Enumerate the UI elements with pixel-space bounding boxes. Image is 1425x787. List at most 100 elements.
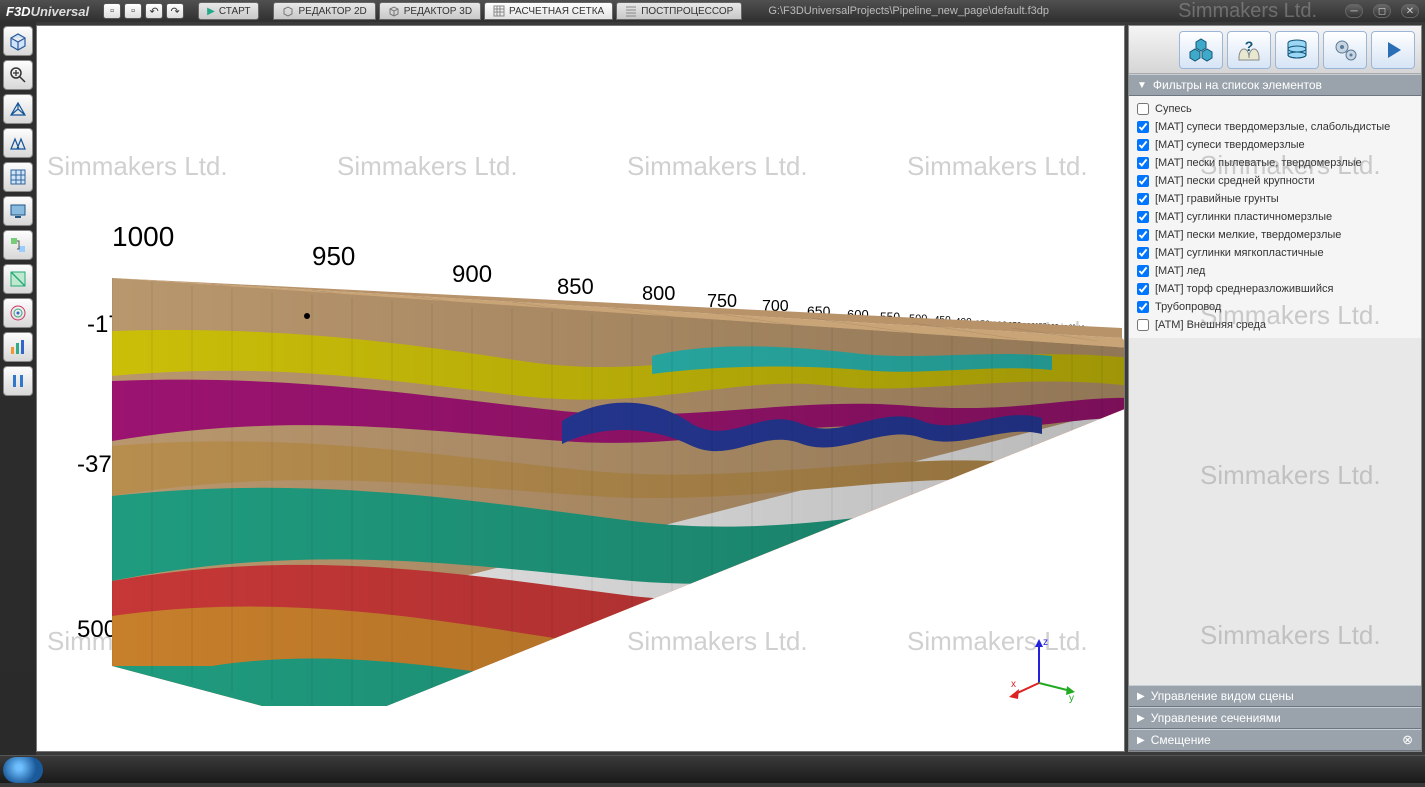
filter-label: [MAT] лед bbox=[1155, 265, 1205, 277]
filter-row: [MAT] суглинки мягкопластичные bbox=[1137, 244, 1413, 262]
contour-icon[interactable] bbox=[3, 298, 33, 328]
pause-icon[interactable] bbox=[3, 366, 33, 396]
close-icon[interactable]: ⊗ bbox=[1402, 732, 1413, 748]
filter-checkbox[interactable] bbox=[1137, 319, 1149, 331]
filter-row: [MAT] пески средней крупности bbox=[1137, 172, 1413, 190]
filter-row: [ATM] Внешняя среда bbox=[1137, 316, 1413, 334]
filter-label: [MAT] супеси твердомерзлые, слабольдисты… bbox=[1155, 121, 1390, 133]
settings-gears-icon[interactable] bbox=[1323, 31, 1367, 69]
mesh-tri-icon[interactable] bbox=[3, 94, 33, 124]
filter-label: [MAT] пески мелкие, твердомерзлые bbox=[1155, 229, 1341, 241]
grid-view-icon[interactable] bbox=[3, 162, 33, 192]
filter-row: [MAT] супеси твердомерзлые bbox=[1137, 136, 1413, 154]
filter-row: [MAT] пески мелкие, твердомерзлые bbox=[1137, 226, 1413, 244]
filter-checkbox[interactable] bbox=[1137, 301, 1149, 313]
cube-icon bbox=[388, 5, 400, 17]
tab-editor-3d[interactable]: РЕДАКТОР 3D bbox=[379, 2, 481, 20]
accordion-sections[interactable]: ▶ Управление сечениями bbox=[1129, 707, 1421, 729]
start-button[interactable] bbox=[3, 757, 43, 783]
filter-checkbox[interactable] bbox=[1137, 121, 1149, 133]
filter-checkbox[interactable] bbox=[1137, 265, 1149, 277]
chevron-down-icon: ▼ bbox=[1137, 80, 1147, 91]
watermark: Simmakers Ltd. bbox=[627, 151, 808, 182]
close-button[interactable]: ✕ bbox=[1401, 4, 1419, 18]
help-book-icon[interactable]: ? bbox=[1227, 31, 1271, 69]
database-icon[interactable] bbox=[1275, 31, 1319, 69]
filter-row: [MAT] гравийные грунты bbox=[1137, 190, 1413, 208]
cube-icon bbox=[282, 5, 294, 17]
main-tabs: РЕДАКТОР 2D РЕДАКТОР 3D РАСЧЕТНАЯ СЕТКА … bbox=[273, 2, 742, 20]
accordion-filters[interactable]: ▼ Фильтры на список элементов bbox=[1129, 74, 1421, 96]
filter-checkbox[interactable] bbox=[1137, 103, 1149, 115]
filter-label: [MAT] суглинки пластичномерзлые bbox=[1155, 211, 1332, 223]
filter-checkbox[interactable] bbox=[1137, 247, 1149, 259]
play-icon[interactable] bbox=[1371, 31, 1415, 69]
app-logo-a: F3D bbox=[6, 4, 31, 19]
tab-postprocessor[interactable]: ПОСТПРОЦЕССОР bbox=[616, 2, 742, 20]
section-icon[interactable] bbox=[3, 264, 33, 294]
watermark-titlebar: Simmakers Ltd. bbox=[1178, 0, 1317, 23]
minimize-button[interactable]: ─ bbox=[1345, 4, 1363, 18]
app-logo-b: Universal bbox=[31, 4, 90, 19]
geological-model bbox=[92, 246, 1125, 706]
filter-row: Супесь bbox=[1137, 100, 1413, 118]
tab-mesh-label: РАСЧЕТНАЯ СЕТКА bbox=[509, 6, 604, 17]
filter-label: [MAT] гравийные грунты bbox=[1155, 193, 1279, 205]
maximize-button[interactable]: ◻ bbox=[1373, 4, 1391, 18]
titlebar: F3DUniversal ▫ ▫ ↶ ↷ ▶ СТАРТ РЕДАКТОР 2D… bbox=[0, 0, 1425, 22]
tab-start[interactable]: ▶ СТАРТ bbox=[198, 2, 259, 20]
undo-button[interactable]: ↶ bbox=[145, 3, 163, 19]
filter-label: [MAT] суглинки мягкопластичные bbox=[1155, 247, 1324, 259]
watermark: Simmakers Ltd. bbox=[907, 151, 1088, 182]
accordion-offset-label: Смещение bbox=[1151, 733, 1211, 747]
new-project-button[interactable]: ▫ bbox=[103, 3, 121, 19]
accordion-filters-label: Фильтры на список элементов bbox=[1153, 78, 1322, 92]
app-logo: F3DUniversal bbox=[6, 4, 89, 19]
accordion-offset[interactable]: ▶ Смещение ⊗ bbox=[1129, 729, 1421, 751]
filter-checkbox[interactable] bbox=[1137, 211, 1149, 223]
screen-icon[interactable] bbox=[3, 196, 33, 226]
right-panel: ? ▼ Фильтры на список элементов Супесь [M… bbox=[1128, 25, 1422, 752]
chevron-right-icon: ▶ bbox=[1137, 735, 1145, 746]
filter-label: [ATM] Внешняя среда bbox=[1155, 319, 1266, 331]
svg-text:y: y bbox=[1069, 693, 1074, 703]
start-button-group: ▶ СТАРТ bbox=[198, 2, 259, 20]
filter-row: [MAT] пески пылеватые, твердомерзлые bbox=[1137, 154, 1413, 172]
filters-list: Супесь [MAT] супеси твердомерзлые, слабол… bbox=[1129, 96, 1421, 338]
filter-checkbox[interactable] bbox=[1137, 175, 1149, 187]
watermark: Simmakers Ltd. bbox=[337, 151, 518, 182]
filter-checkbox[interactable] bbox=[1137, 157, 1149, 169]
mesh-tri2-icon[interactable] bbox=[3, 128, 33, 158]
layer-icon[interactable] bbox=[3, 230, 33, 260]
svg-text:x: x bbox=[1011, 679, 1016, 690]
zoom-in-icon[interactable] bbox=[3, 60, 33, 90]
left-toolbar bbox=[0, 22, 36, 755]
accordion-scene[interactable]: ▶ Управление видом сцены bbox=[1129, 685, 1421, 707]
tab-editor-2d-label: РЕДАКТОР 2D bbox=[298, 6, 366, 17]
open-project-button[interactable]: ▫ bbox=[124, 3, 142, 19]
filter-label: [MAT] пески средней крупности bbox=[1155, 175, 1315, 187]
filter-checkbox[interactable] bbox=[1137, 283, 1149, 295]
bars-icon[interactable] bbox=[3, 332, 33, 362]
filter-label: [MAT] пески пылеватые, твердомерзлые bbox=[1155, 157, 1362, 169]
home-cube-icon[interactable] bbox=[3, 26, 33, 56]
filter-row: Трубопровод bbox=[1137, 298, 1413, 316]
tab-editor-2d[interactable]: РЕДАКТОР 2D bbox=[273, 2, 375, 20]
svg-text:z: z bbox=[1043, 637, 1048, 648]
grid-icon bbox=[493, 5, 505, 17]
tab-mesh[interactable]: РАСЧЕТНАЯ СЕТКА bbox=[484, 2, 613, 20]
play-icon: ▶ bbox=[207, 6, 215, 17]
viewport-3d[interactable]: Simmakers Ltd. Simmakers Ltd. Simmakers Lt… bbox=[36, 25, 1125, 752]
tab-editor-3d-label: РЕДАКТОР 3D bbox=[404, 6, 472, 17]
redo-button[interactable]: ↷ bbox=[166, 3, 184, 19]
filter-checkbox[interactable] bbox=[1137, 229, 1149, 241]
filter-row: [MAT] супеси твердомерзлые, слабольдисты… bbox=[1137, 118, 1413, 136]
chevron-right-icon: ▶ bbox=[1137, 713, 1145, 724]
tab-postprocessor-label: ПОСТПРОЦЕССОР bbox=[641, 6, 733, 17]
filter-label: [MAT] супеси твердомерзлые bbox=[1155, 139, 1305, 151]
quick-access-toolbar: ▫ ▫ ↶ ↷ bbox=[103, 3, 184, 19]
filter-checkbox[interactable] bbox=[1137, 139, 1149, 151]
materials-icon[interactable] bbox=[1179, 31, 1223, 69]
list-icon bbox=[625, 5, 637, 17]
filter-checkbox[interactable] bbox=[1137, 193, 1149, 205]
